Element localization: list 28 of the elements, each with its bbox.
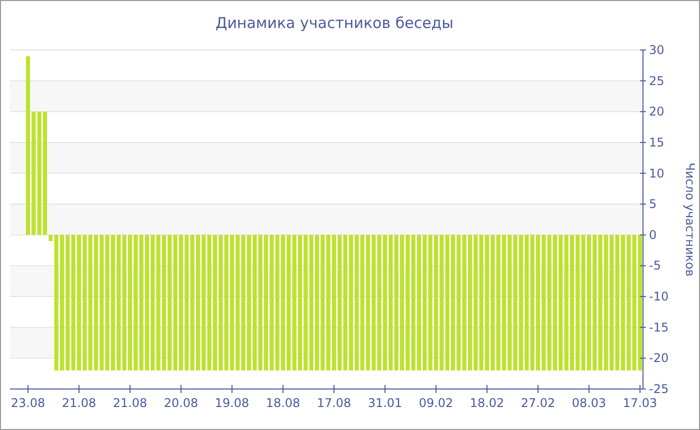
x-tick-label: 23.08 [10,396,46,410]
y-tick-label: -5 [649,258,661,273]
y-tick-label: 20 [649,104,664,119]
x-tick-label: 31.01 [368,396,402,410]
x-tick-label: 19.08 [214,396,250,410]
y-tick-label: 25 [649,74,664,88]
x-tick-label: 21.08 [112,396,148,410]
y-tick-label: -25 [649,382,669,396]
y-tick-label: 5 [649,197,657,212]
y-tick-label: 10 [649,166,664,180]
chart-title: Динамика участников беседы [215,14,454,32]
x-tick-label: 27.02 [520,396,556,410]
y-tick-label: 0 [649,228,657,242]
y-tick-label: 15 [649,135,664,150]
x-tick-label: 09.02 [418,396,454,410]
x-tick-label: 17.08 [316,396,352,410]
y-tick-label: -10 [649,290,669,304]
x-tick-label: 18.02 [470,396,504,410]
y-tick-label: 30 [649,43,664,57]
y-tick-label: -20 [649,351,669,366]
x-tick-label: 18.08 [266,396,300,410]
bar [48,234,53,242]
x-tick-label: 21.08 [62,396,96,410]
x-tick-label: 17.03 [622,396,658,410]
x-tick-label: 08.03 [572,396,606,410]
y-axis-title: Число участников [683,162,697,276]
x-tick-label: 20.08 [164,396,198,410]
y-tick-label: -15 [649,320,669,334]
